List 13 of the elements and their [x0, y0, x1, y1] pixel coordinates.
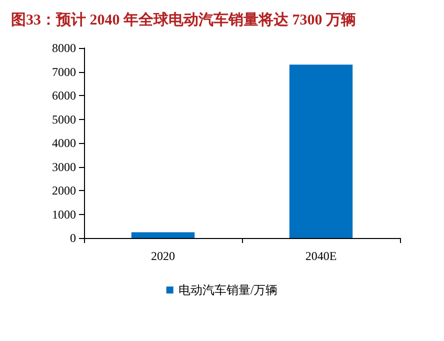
chart-title: 图33：预计 2040 年全球电动汽车销量将达 7300 万辆	[11, 10, 356, 28]
y-tick-label: 8000	[52, 41, 76, 55]
legend-label: 电动汽车销量/万辆	[178, 283, 278, 297]
x-tick-label: 2040E	[305, 249, 337, 263]
y-tick-label: 5000	[52, 112, 76, 126]
x-tick-label: 2020	[151, 249, 175, 263]
y-tick-label: 4000	[52, 136, 76, 150]
y-tick-label: 7000	[52, 64, 76, 79]
y-tick-label: 1000	[52, 207, 76, 222]
y-tick-label: 6000	[52, 88, 76, 102]
y-tick-label: 2000	[52, 184, 76, 198]
y-tick-label: 3000	[52, 160, 76, 174]
y-tick-label: 0	[70, 231, 76, 245]
